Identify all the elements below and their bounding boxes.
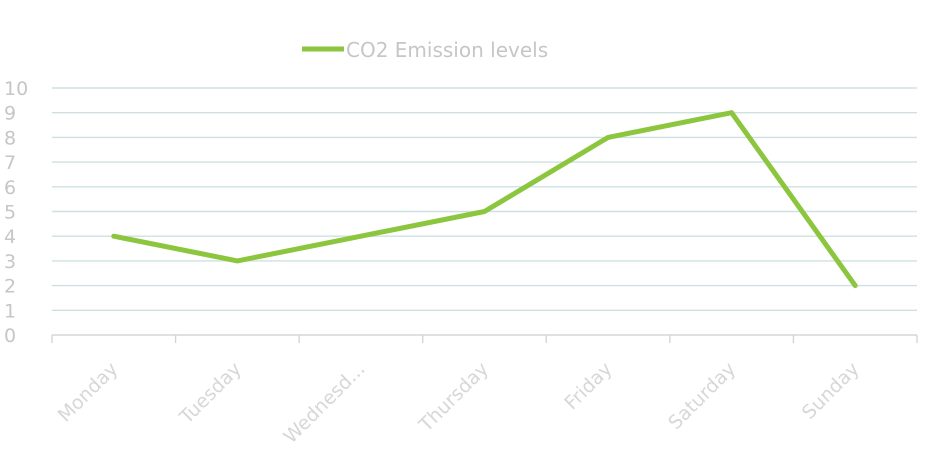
series-line-0: [111, 110, 858, 289]
x-tick-label: Thursday: [414, 358, 493, 437]
x-tick-label: Friday: [560, 358, 616, 414]
y-tick-label: 2: [4, 276, 16, 298]
y-tick-label: 0: [4, 325, 16, 347]
y-tick-label: 4: [4, 226, 16, 248]
x-tick-label: Sunday: [798, 358, 864, 424]
x-tick-label: Wednesd...: [279, 358, 369, 448]
x-tick-label: Saturday: [664, 358, 740, 434]
y-tick-label: 7: [4, 152, 16, 174]
x-tick-label: Tuesday: [175, 358, 246, 429]
y-tick-label: 10: [4, 78, 28, 100]
x-tick-label: Monday: [54, 358, 123, 427]
y-tick-label: 3: [4, 251, 16, 273]
x-axis-tick-labels: Monday Tuesday Wednesd... Thursday Friday Sat…: [54, 358, 864, 448]
series-lines: [111, 110, 858, 289]
grid-lines: [52, 87, 917, 311]
y-tick-label: 8: [4, 127, 16, 149]
legend-label-co2-emission-levels: CO2 Emission levels: [346, 38, 548, 62]
y-tick-label: 6: [4, 177, 16, 199]
x-axis: [51, 334, 918, 343]
y-tick-label: 1: [4, 300, 16, 322]
legend: CO2 Emission levels: [302, 38, 548, 62]
y-tick-label: 5: [4, 202, 16, 224]
y-tick-label: 9: [4, 103, 16, 125]
